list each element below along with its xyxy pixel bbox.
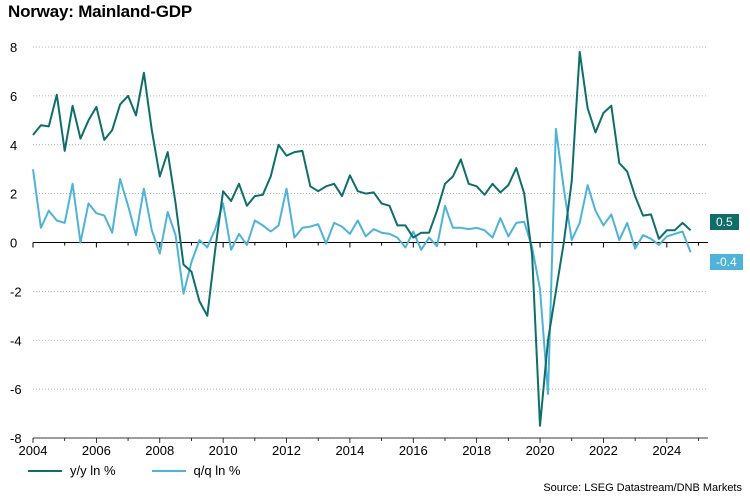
x-tick-label: 2022 xyxy=(589,443,618,458)
legend-swatch-qq xyxy=(151,469,186,472)
x-tick-label: 2018 xyxy=(462,443,491,458)
y-tick-label: -6 xyxy=(10,382,22,397)
series-line-yy xyxy=(32,50,692,427)
x-tick-label: 2016 xyxy=(399,443,428,458)
chart-title: Norway: Mainland-GDP xyxy=(8,2,192,21)
legend: y/y ln % q/q ln % xyxy=(28,463,277,478)
x-tick-label: 2008 xyxy=(145,443,174,458)
end-label-qq: -0.4 xyxy=(710,254,743,271)
end-label-yy: 0.5 xyxy=(710,214,739,231)
y-axis: 8 6 4 2 0 -2 -4 -6 -8 xyxy=(10,40,22,446)
source-note: Source: LSEG Datastream/DNB Markets xyxy=(543,482,742,494)
y-tick-label: 2 xyxy=(10,187,17,202)
legend-label-yy: y/y ln % xyxy=(70,463,116,478)
x-tick-label: 2014 xyxy=(335,443,364,458)
legend-item-qq: q/q ln % xyxy=(151,463,241,478)
legend-swatch-yy xyxy=(28,469,62,472)
x-tick-label: 2004 xyxy=(19,443,48,458)
x-tick-label: 2024 xyxy=(652,443,681,458)
y-tick-label: -8 xyxy=(10,431,22,446)
y-tick-label: -2 xyxy=(10,284,22,299)
x-tick-label: 2010 xyxy=(209,443,238,458)
y-tick-label: 4 xyxy=(10,138,17,153)
series-line-qq xyxy=(32,127,692,395)
series-lines xyxy=(32,50,692,427)
y-tick-label: 6 xyxy=(10,89,17,104)
y-tick-label: -4 xyxy=(10,333,22,348)
legend-item-yy: y/y ln % xyxy=(28,463,116,478)
y-tick-label: 0 xyxy=(10,236,17,251)
x-axis: 2004 2006 2008 2010 2012 2014 2016 2018 2020 2022… xyxy=(19,242,708,458)
legend-label-qq: q/q ln % xyxy=(193,463,241,478)
x-tick-label: 2012 xyxy=(272,443,301,458)
x-tick-label: 2006 xyxy=(82,443,111,458)
x-tick-label: 2020 xyxy=(526,443,555,458)
y-tick-label: 8 xyxy=(10,40,17,55)
